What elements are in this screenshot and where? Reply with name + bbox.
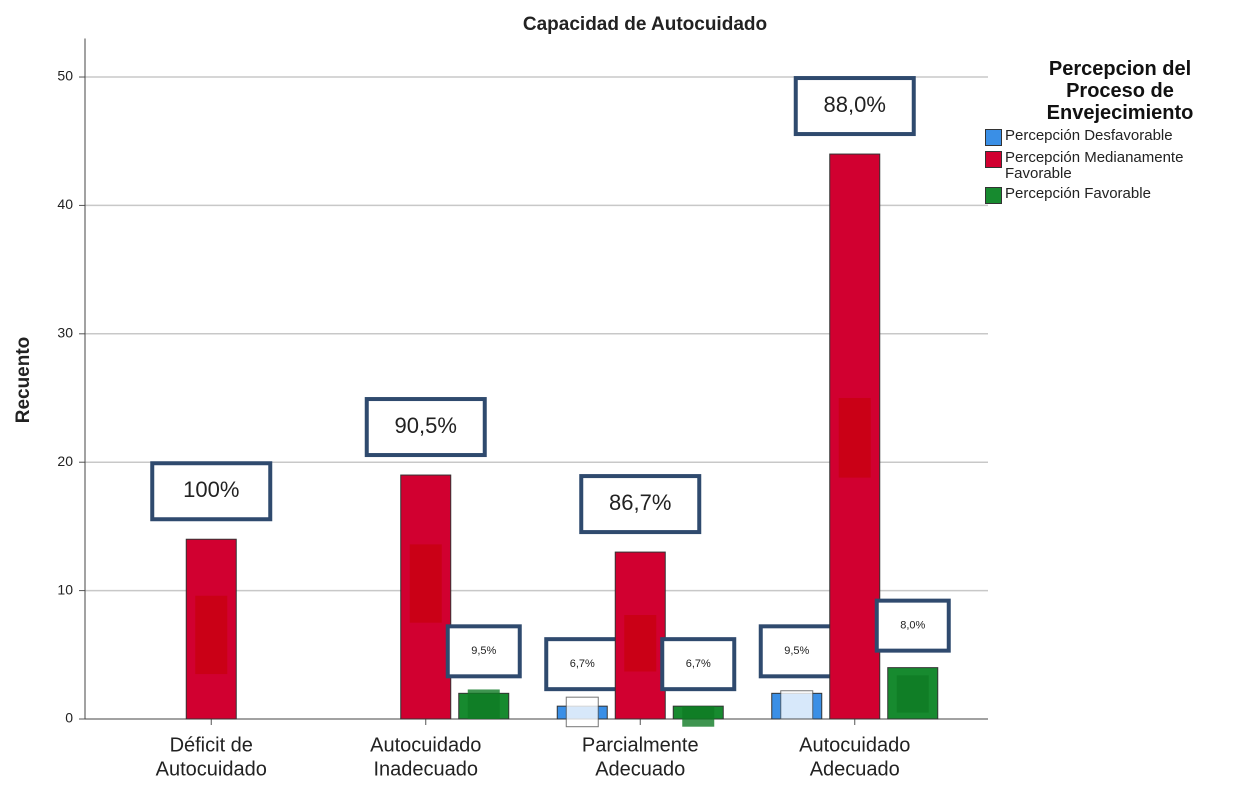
y-axis-label: Recuento <box>13 337 34 424</box>
error-bar <box>467 689 500 719</box>
error-bar <box>838 398 871 478</box>
annotation-box <box>544 637 621 692</box>
annotation-box <box>445 624 522 679</box>
annotation: 100% <box>183 477 239 502</box>
annotation-box <box>364 397 487 458</box>
annotation: 88,0% <box>824 92 886 117</box>
annotation: 90,5% <box>395 413 457 438</box>
x-tick-label: Parcialmente <box>582 734 699 756</box>
error-bar <box>682 706 715 727</box>
legend-item: Percepción Medianamente Favorable <box>985 150 1255 182</box>
error-bar <box>624 614 657 672</box>
y-tick-label: 50 <box>57 68 73 84</box>
legend-item: Percepción Favorable <box>985 186 1255 204</box>
legend-label: Percepción Desfavorable <box>1005 127 1173 144</box>
legend-swatch <box>985 151 1002 168</box>
annotation: 9,5% <box>784 645 809 657</box>
x-tick-label: Adecuado <box>595 758 685 780</box>
annotation: 6,7% <box>570 658 595 670</box>
x-tick-label: Déficit de <box>170 734 253 756</box>
y-tick-label: 30 <box>57 325 73 341</box>
y-tick-label: 40 <box>57 196 73 212</box>
error-bar <box>565 696 599 728</box>
annotation: 8,0% <box>900 620 925 632</box>
legend-swatch <box>985 187 1002 204</box>
annotation: 86,7% <box>609 490 671 515</box>
legend-title: Percepcion del Proceso de Envejecimiento <box>1046 58 1194 124</box>
annotation-box <box>660 637 737 692</box>
error-bar <box>780 690 814 720</box>
y-tick-label: 0 <box>65 710 73 726</box>
x-tick-label: Autocuidado <box>370 734 481 756</box>
x-tick-label: Autocuidado <box>799 734 910 756</box>
x-tick-label: Inadecuado <box>373 758 478 780</box>
y-tick-label: 10 <box>57 581 73 597</box>
annotation-box <box>874 598 951 653</box>
legend: Percepcion del Proceso de Envejecimiento… <box>985 58 1255 204</box>
annotation-box <box>793 76 916 137</box>
x-tick-label: Autocuidado <box>156 758 267 780</box>
error-bar <box>896 675 929 713</box>
chart-title: Capacidad de Autocuidado <box>523 14 767 35</box>
annotation-box <box>579 474 702 535</box>
y-tick-label: 20 <box>57 453 73 469</box>
annotation: 9,5% <box>471 645 496 657</box>
error-bar <box>409 544 442 623</box>
legend-label: Percepción Medianamente Favorable <box>1005 149 1184 182</box>
legend-swatch <box>985 129 1002 146</box>
error-bar <box>195 595 228 675</box>
annotation-box <box>758 624 835 679</box>
annotation: 6,7% <box>686 658 711 670</box>
annotation-box <box>150 461 273 522</box>
legend-label: Percepción Favorable <box>1005 185 1151 202</box>
x-tick-label: Adecuado <box>810 758 900 780</box>
legend-item: Percepción Desfavorable <box>985 128 1255 146</box>
